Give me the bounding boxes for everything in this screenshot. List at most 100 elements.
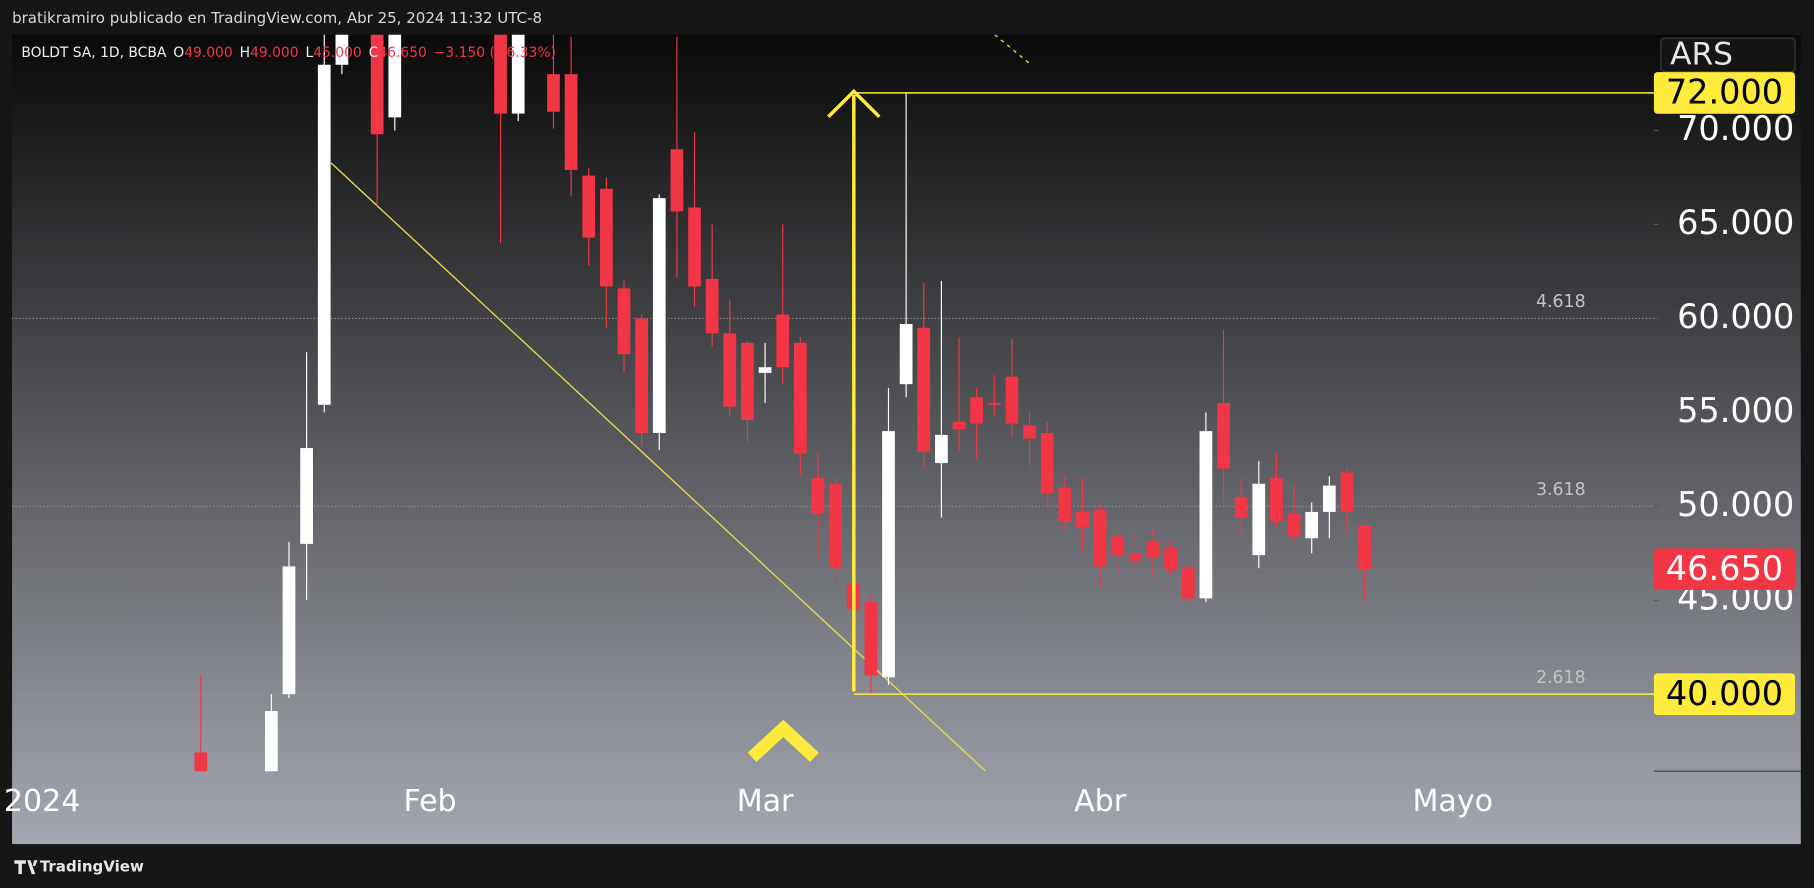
y-tick-label: 50.000 — [1677, 485, 1794, 524]
candle-body — [935, 434, 948, 464]
candle-body — [317, 64, 331, 405]
x-tick-label: Feb — [403, 784, 456, 819]
candle-body — [1164, 547, 1177, 571]
fib-label: 3.618 — [1536, 480, 1586, 500]
candle-body — [388, 34, 402, 118]
candle-body — [741, 342, 754, 420]
candle-body — [688, 207, 701, 287]
candle-body — [1023, 425, 1036, 439]
x-tick-label: Abr — [1074, 784, 1127, 819]
candles — [194, 34, 1371, 772]
x-tick-label: 2024 — [4, 784, 80, 819]
ohlc-key: H — [240, 45, 250, 61]
candle-body — [1181, 568, 1195, 599]
candle-body — [635, 318, 648, 434]
y-tick-label: 55.000 — [1677, 391, 1794, 430]
candle-body — [617, 288, 631, 355]
brand: TradingView — [40, 858, 144, 876]
candle-body — [1199, 431, 1213, 599]
candle-body — [758, 367, 772, 373]
candle-body — [670, 149, 684, 212]
plot: 4.618 3.618 2.618 — [12, 34, 1654, 772]
candle-body — [600, 188, 613, 287]
ohlc-value: 49.000 — [184, 45, 233, 61]
candle-body — [864, 602, 878, 676]
ohlc-key: L — [306, 45, 314, 61]
candle-body — [811, 478, 825, 514]
candle-body — [899, 324, 913, 385]
price-tag — [1653, 72, 1795, 114]
candle-body — [1322, 485, 1336, 512]
time-axis: 2024 Feb Mar Abr Mayo — [4, 784, 1493, 819]
candle-body — [582, 175, 596, 238]
publisher: bratikramiro publicado en TradingView.co… — [12, 9, 542, 27]
x-tick-label: Mar — [737, 784, 794, 819]
candle-body — [1076, 511, 1089, 527]
candle-body — [1358, 525, 1371, 570]
candle-body — [1005, 376, 1019, 424]
price-tag-label: 72.000 — [1666, 73, 1783, 112]
currency-box[interactable] — [1660, 37, 1796, 73]
y-tick-label: 65.000 — [1677, 203, 1794, 242]
change: −3.150 (−6.33%) — [434, 45, 556, 61]
y-tick-label: 70.000 — [1677, 109, 1794, 148]
candle-body — [1146, 541, 1160, 558]
candle-body — [282, 566, 296, 695]
candle-body — [1093, 510, 1107, 567]
candle-body — [987, 402, 1001, 405]
price-tag-label: 40.000 — [1666, 674, 1783, 713]
ohlc-legend: BOLDT SA, 1D, BCBA O 49.000 H 49.000 L 45.000 C… — [21, 45, 556, 61]
brand-logo — [14, 860, 38, 875]
candle-body — [1234, 496, 1248, 518]
fib-label: 4.618 — [1536, 292, 1586, 312]
candle-body — [705, 278, 719, 334]
candle-body — [1217, 402, 1230, 469]
caret-marker — [747, 719, 819, 763]
price-tag — [1653, 673, 1795, 715]
candle-body — [564, 74, 578, 170]
candle-body — [1252, 483, 1266, 556]
ohlc-value: 49.000 — [250, 45, 298, 61]
candle-body — [1111, 536, 1125, 556]
x-tick-label: Mayo — [1412, 784, 1493, 819]
candle-body — [917, 327, 931, 452]
candle-body — [264, 711, 278, 772]
candle-body — [1305, 511, 1319, 539]
candle-body — [970, 397, 984, 424]
candle-body — [1058, 487, 1072, 522]
candle-body — [335, 34, 349, 65]
candle-body — [1270, 478, 1283, 522]
candle-body — [723, 333, 737, 407]
candle-body — [1129, 553, 1142, 561]
price-tags: 72.000 40.000 46.650 — [853, 72, 1795, 715]
candle-body — [494, 34, 507, 114]
candle-body — [776, 314, 790, 368]
candle-body — [1287, 513, 1301, 537]
currency[interactable]: ARS — [1670, 37, 1733, 73]
ohlc-key: O — [173, 45, 184, 61]
candle-body — [652, 198, 666, 434]
fib-label: 2.618 — [1536, 668, 1586, 688]
ohlc-value: 45.000 — [313, 45, 362, 61]
candle-body — [829, 483, 842, 569]
ohlc-key: C — [369, 45, 379, 61]
candle-body — [793, 342, 807, 454]
candle-body — [370, 34, 384, 135]
candle-body — [1040, 433, 1054, 494]
price-tag-label: 46.650 — [1666, 549, 1783, 588]
candle-body — [511, 34, 525, 114]
ohlc-value: 46.650 — [378, 45, 427, 61]
y-tick-label: 60.000 — [1677, 297, 1794, 336]
candle-body — [882, 431, 895, 678]
candle-body — [1340, 472, 1354, 512]
candle-body — [300, 448, 313, 544]
symbol: BOLDT SA, 1D, BCBA — [21, 45, 167, 61]
candle-body — [194, 752, 208, 772]
price-tag — [1653, 548, 1795, 591]
fib-layer: 4.618 3.618 2.618 — [12, 292, 1654, 695]
candle-body — [547, 74, 560, 112]
candle-body — [952, 421, 966, 430]
